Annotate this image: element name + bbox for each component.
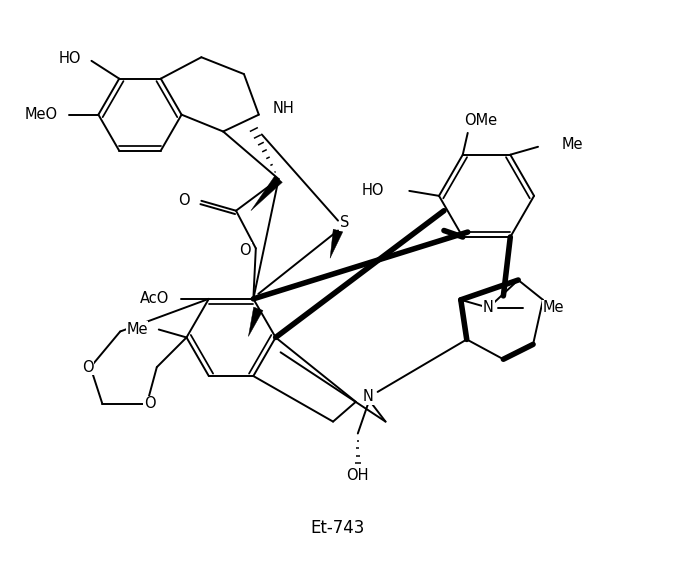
Text: NH: NH [273, 101, 294, 116]
Text: Et-743: Et-743 [311, 518, 365, 536]
Text: Me: Me [126, 322, 148, 337]
Polygon shape [251, 176, 282, 211]
Text: OMe: OMe [464, 113, 497, 127]
Text: S: S [340, 215, 349, 230]
Text: HO: HO [58, 51, 81, 67]
Text: HO: HO [362, 183, 384, 199]
Text: O: O [81, 360, 94, 374]
Text: O: O [178, 193, 189, 208]
Polygon shape [248, 307, 263, 337]
Text: Me: Me [543, 300, 565, 315]
Text: OH: OH [346, 468, 369, 483]
Text: AcO: AcO [140, 292, 169, 306]
Text: O: O [144, 396, 156, 411]
Text: O: O [239, 243, 251, 258]
Polygon shape [330, 229, 343, 258]
Text: N: N [362, 389, 373, 404]
Text: Me: Me [562, 137, 583, 152]
Text: N: N [483, 300, 494, 315]
Text: MeO: MeO [24, 107, 58, 122]
